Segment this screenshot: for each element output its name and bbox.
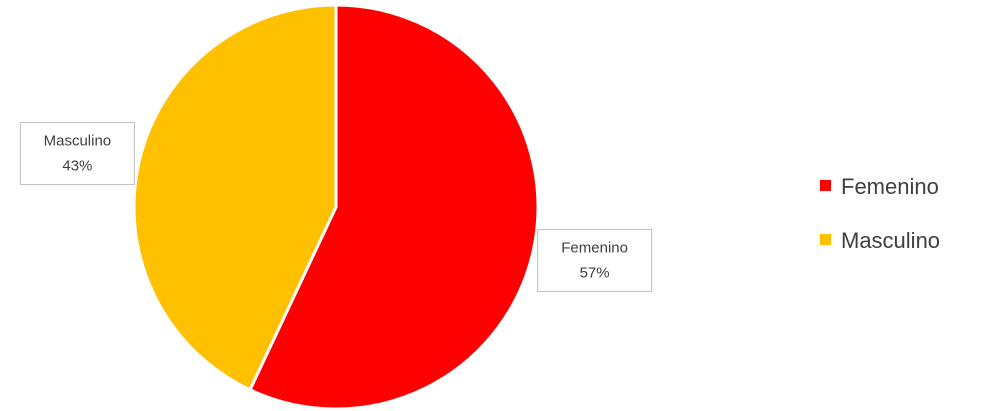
- legend-label: Masculino: [841, 228, 940, 253]
- pie-slice: [132, 3, 338, 392]
- data-label-value: 43%: [62, 158, 92, 175]
- data-label-box: [19, 122, 135, 186]
- data-label-value: 57%: [580, 264, 610, 281]
- legend-label: Femenino: [841, 174, 939, 199]
- data-label-category: Femenino: [561, 239, 628, 256]
- data-label-box: [537, 228, 653, 292]
- legend-swatch: [820, 180, 831, 191]
- legend-swatch: [820, 234, 831, 245]
- data-label-category: Masculino: [44, 133, 112, 150]
- pie-slice: [247, 3, 540, 411]
